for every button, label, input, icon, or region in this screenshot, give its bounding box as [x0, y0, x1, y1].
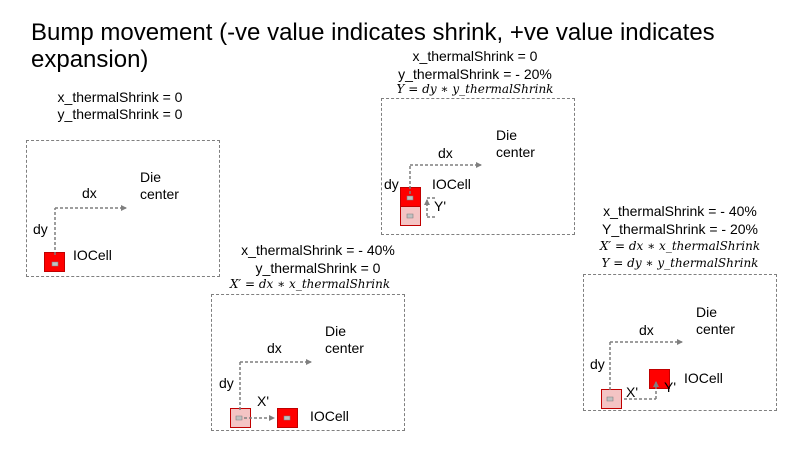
panel2-x-shrink-label: x_thermalShrink = - 40%: [241, 242, 395, 258]
panel2-cell-marker: [283, 415, 291, 421]
panel1-die-center-label: Die center: [140, 169, 179, 202]
panel2-dy-label: dy: [219, 375, 234, 391]
panel4-dy-label: dy: [590, 356, 605, 372]
panel3-y-shrink-label: y_thermalShrink = - 20%: [398, 66, 552, 82]
panel2-frame: [211, 294, 405, 431]
panel4-y-shrink-label: Y_thermalShrink = - 20%: [601, 221, 759, 237]
panel2-die-center-label: Die center: [325, 323, 364, 356]
panel1-dx-label: dx: [82, 185, 97, 201]
panel2-formula: X′ = dx ∗ x_thermalShrink: [229, 277, 391, 291]
panel1-iocell-marker: [51, 261, 59, 267]
panel3-y-prime-label: Y': [434, 198, 447, 214]
panel4-y-prime-label: Y': [664, 379, 677, 395]
panel3-y-bracket: [427, 197, 436, 218]
panel4-die-center-label: Die center: [696, 304, 735, 337]
panel4-frame: [583, 274, 777, 411]
panel4-dx-label: dx: [639, 322, 654, 338]
panel3-iocell-label: IOCell: [432, 176, 471, 192]
panel2-iocell-label: IOCell: [310, 408, 349, 424]
panel1-y-shrink-label: y_thermalShrink = 0: [57, 106, 183, 122]
panel2-dx-label: dx: [267, 340, 282, 356]
panel4-ghost-marker: [606, 396, 614, 402]
panel4-iocell-label: IOCell: [684, 370, 723, 386]
panel3-formula: Y = dy ∗ y_thermalShrink: [396, 82, 554, 96]
panel2-ghost-marker: [235, 415, 243, 421]
panel4-x-shrink-label: x_thermalShrink = - 40%: [603, 203, 757, 219]
panel1-x-shrink-label: x_thermalShrink = 0: [57, 89, 183, 105]
panel3-frame: [381, 98, 575, 235]
panel3-x-shrink-label: x_thermalShrink = 0: [412, 48, 538, 64]
panel3-dy-label: dy: [384, 176, 399, 192]
panel2-x-prime-label: X': [257, 393, 270, 409]
panel4-formula-x: X′ = dx ∗ x_thermalShrink: [599, 239, 761, 253]
panel3-cell-marker: [406, 195, 414, 201]
panel3-die-center-label: Die center: [496, 127, 535, 160]
slide-title: Bump movement (-ve value indicates shrin…: [31, 19, 715, 73]
panel4-formula-y: Y = dy ∗ y_thermalShrink: [601, 256, 759, 270]
panel2-y-shrink-label: y_thermalShrink = 0: [255, 260, 381, 276]
panel4-x-prime-label: X': [626, 384, 639, 400]
panel3-dx-label: dx: [438, 145, 453, 161]
panel1-dy-label: dy: [33, 221, 48, 237]
panel1-iocell-label: IOCell: [73, 247, 112, 263]
panel3-ghost-marker: [406, 213, 414, 219]
panel1-frame: [26, 140, 220, 277]
